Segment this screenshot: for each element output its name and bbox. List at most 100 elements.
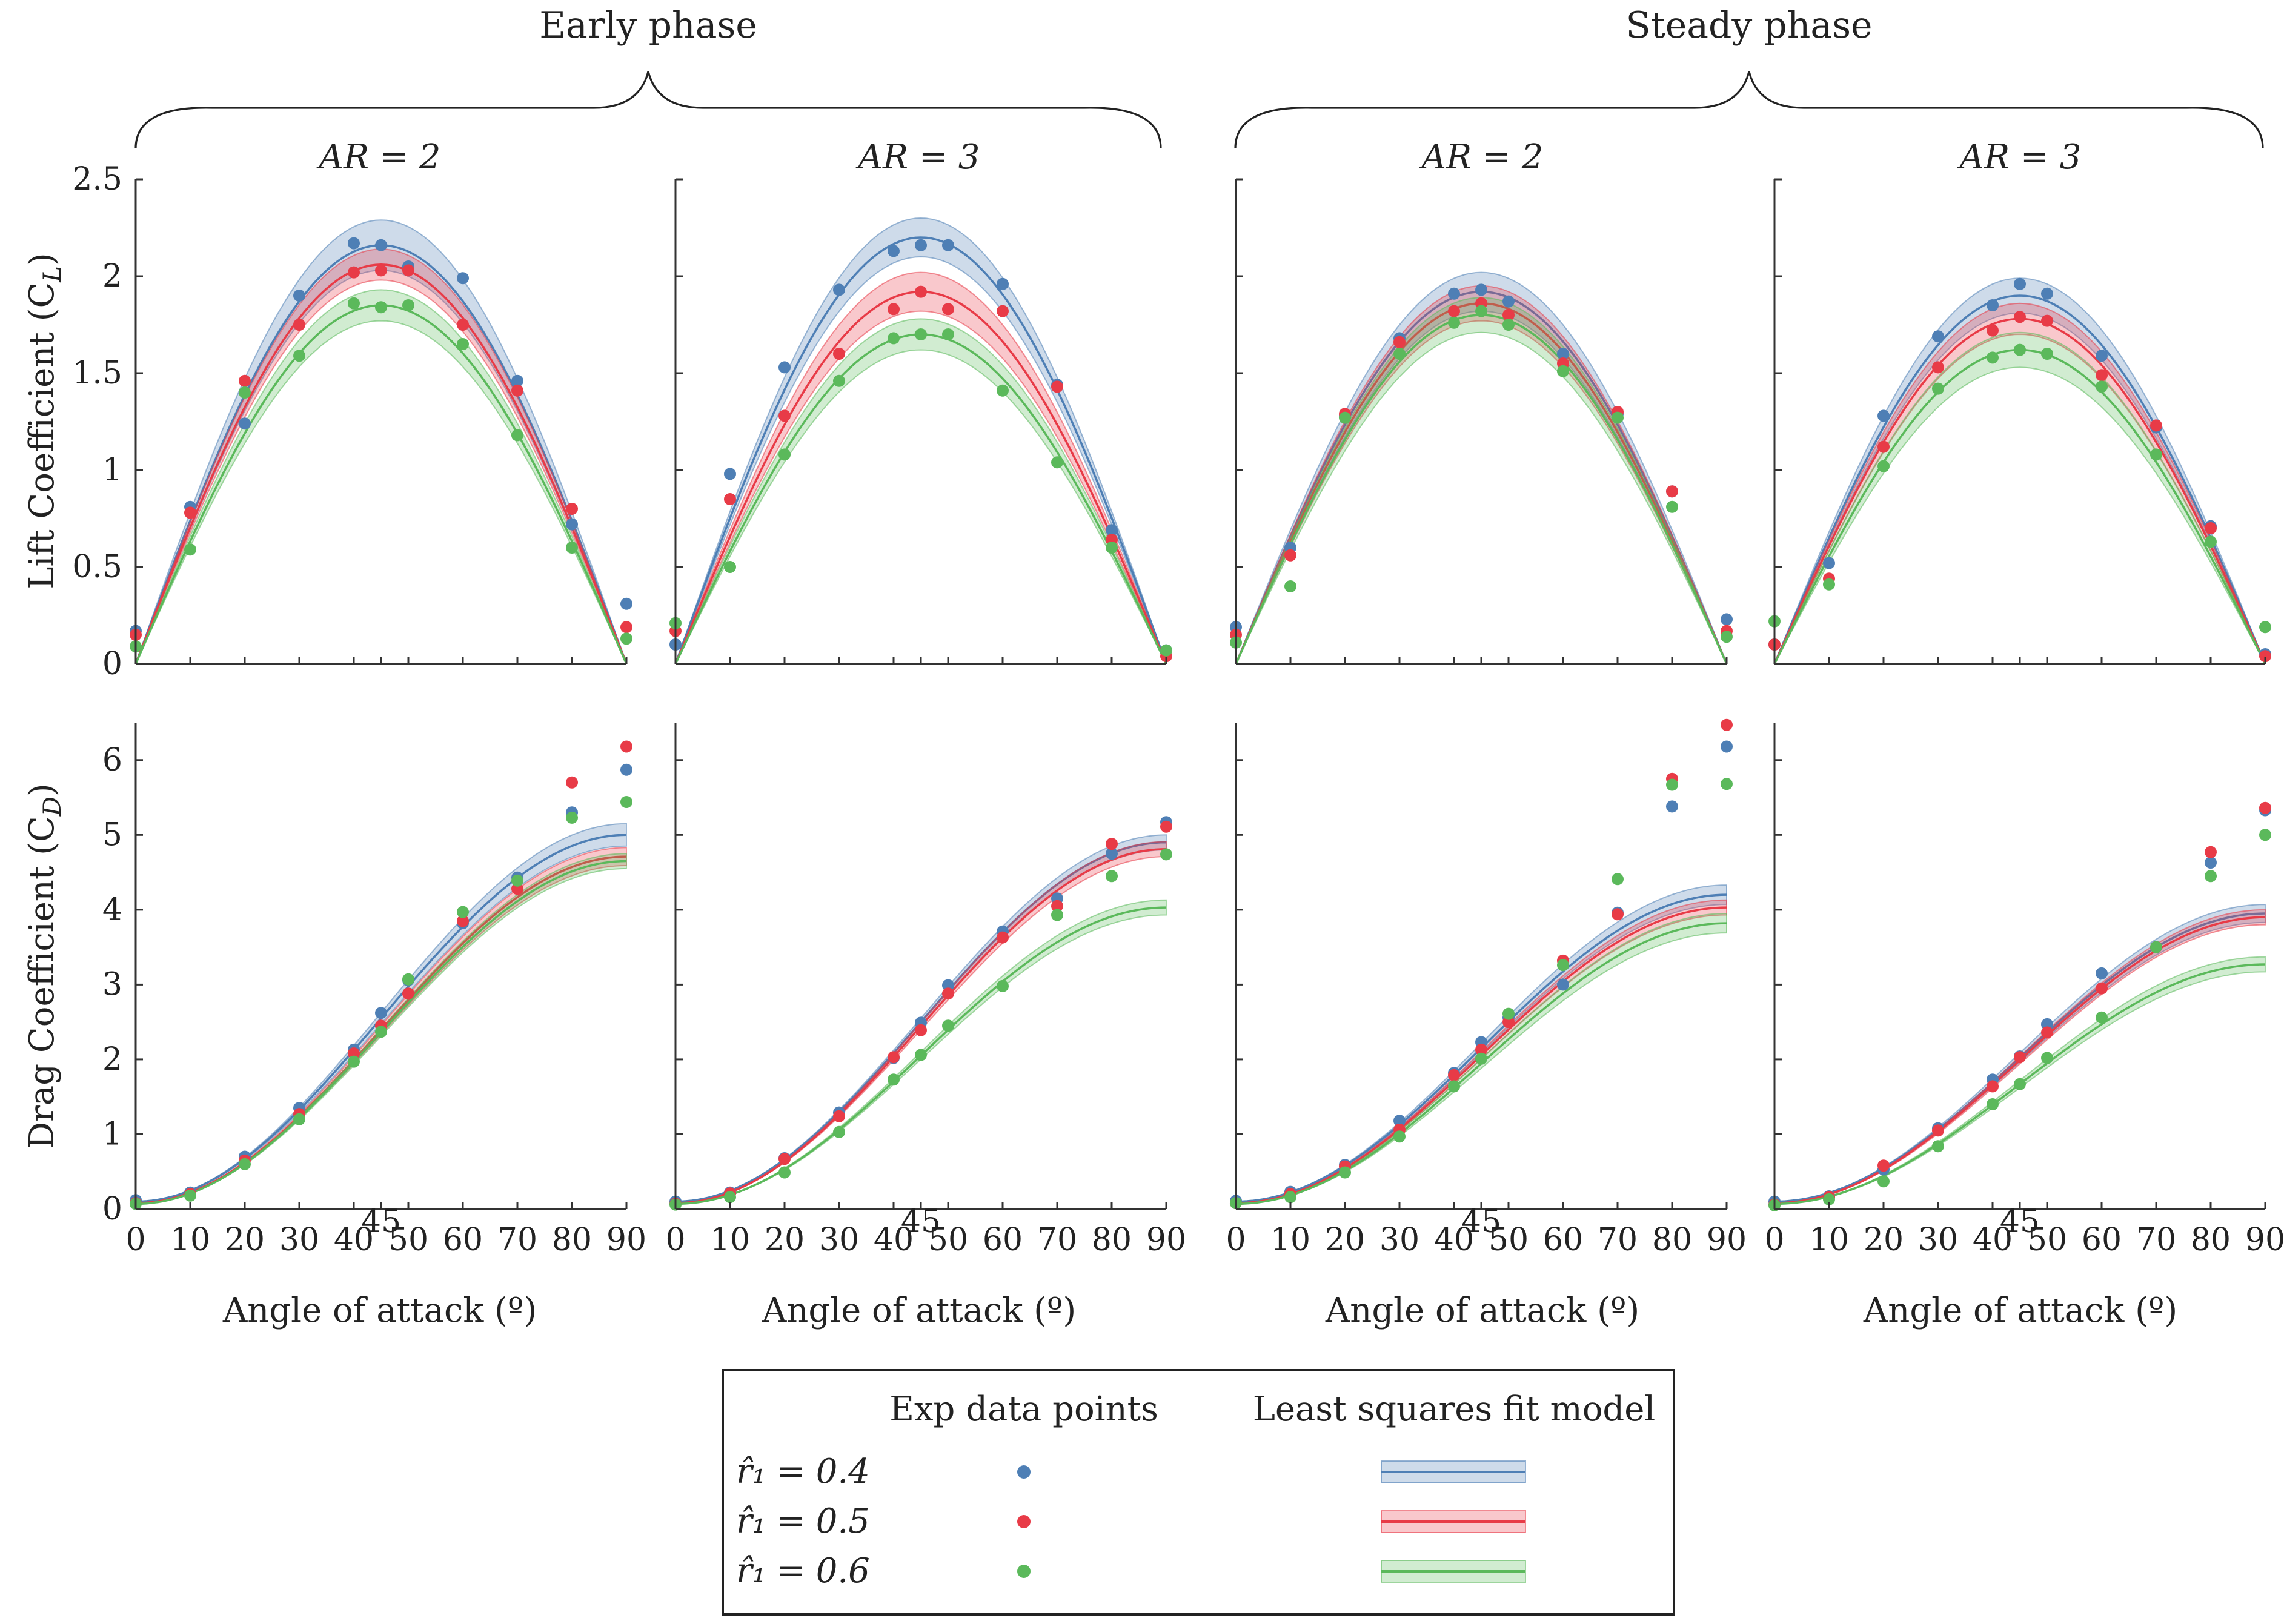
x-tick-label-drag-steady-ar3-2: 20 <box>1864 1222 1904 1258</box>
fit-line-lift-early-ar3-s0 <box>674 236 1167 665</box>
data-point-drag-steady-ar2-s2-p2 <box>1339 1166 1351 1179</box>
x-tick-label-drag-early-ar3-4: 40 <box>874 1222 914 1258</box>
y-tick-label-lift-early-ar2-2: 1 <box>102 452 122 488</box>
data-point-drag-early-ar2-s0-p5 <box>375 1007 387 1019</box>
x-tick-label-drag-steady-ar3-7: 60 <box>2082 1222 2122 1258</box>
data-point-lift-early-ar2-s2-p4 <box>348 297 360 310</box>
y-axis-label-lift: Lift Coefficient (CL) <box>22 253 67 589</box>
data-point-lift-steady-ar2-s2-p5 <box>1475 305 1487 317</box>
x-tick-label-drag-steady-ar2-2: 20 <box>1325 1222 1365 1258</box>
data-point-lift-early-ar2-s2-p3 <box>293 350 305 362</box>
x-tick-label-drag-early-ar2-3: 30 <box>279 1222 319 1258</box>
data-point-lift-steady-ar2-s0-p5 <box>1475 283 1487 296</box>
data-point-drag-early-ar3-s1-p6 <box>942 987 954 1000</box>
x-tick-label-drag-early-ar2-4: 40 <box>334 1222 374 1258</box>
x-tick-label-drag-early-ar3-7: 60 <box>983 1222 1023 1258</box>
data-point-lift-steady-ar2-s2-p4 <box>1448 316 1460 329</box>
data-point-lift-steady-ar3-s1-p5 <box>2014 311 2026 323</box>
data-point-drag-early-ar3-s0-p9 <box>1106 847 1118 860</box>
x-tick-label-drag-early-ar2-8: 70 <box>497 1222 537 1258</box>
data-point-lift-early-ar3-s0-p3 <box>833 283 845 296</box>
data-point-lift-early-ar3-s2-p9 <box>1106 542 1118 554</box>
data-point-drag-early-ar2-s2-p6 <box>402 973 414 986</box>
data-point-lift-early-ar3-s1-p5 <box>915 285 927 298</box>
phase-brace-early <box>134 71 1162 149</box>
data-point-lift-steady-ar2-s0-p7 <box>1557 348 1569 360</box>
phase-brace-steady <box>1234 71 2264 149</box>
data-point-lift-early-ar2-s2-p5 <box>375 301 387 314</box>
data-point-lift-steady-ar3-s2-p1 <box>1823 578 1835 591</box>
data-point-drag-early-ar3-s1-p8 <box>1051 900 1063 912</box>
data-point-lift-steady-ar2-s2-p8 <box>1612 411 1624 424</box>
x-tick-label-drag-steady-ar2-0: 0 <box>1226 1222 1246 1258</box>
data-point-drag-steady-ar2-s0-p9 <box>1666 800 1678 813</box>
data-point-drag-early-ar3-s1-p9 <box>1106 838 1118 850</box>
data-point-drag-steady-ar3-s2-p7 <box>2096 1011 2108 1024</box>
data-point-lift-early-ar2-s1-p7 <box>457 319 469 331</box>
y-tick-label-lift-early-ar2-4: 2 <box>102 258 122 294</box>
x-tick-label-drag-early-ar3-1: 10 <box>710 1222 750 1258</box>
data-point-lift-early-ar2-s0-p4 <box>348 237 360 250</box>
data-point-drag-early-ar2-s2-p5 <box>375 1026 387 1038</box>
x-axis-label-panel-2: Angle of attack (º) <box>762 1291 1076 1330</box>
data-point-lift-steady-ar3-s2-p3 <box>1932 382 1944 395</box>
data-point-lift-steady-ar3-s1-p9 <box>2205 522 2217 534</box>
data-point-lift-early-ar2-s2-p6 <box>402 299 414 311</box>
data-point-drag-steady-ar3-s2-p9 <box>2205 870 2217 883</box>
data-point-drag-steady-ar2-s1-p8 <box>1612 908 1624 921</box>
data-point-drag-steady-ar3-s1-p3 <box>1932 1124 1944 1137</box>
x-tick-label-drag-early-ar2-2: 20 <box>225 1222 265 1258</box>
data-point-drag-steady-ar2-s2-p7 <box>1557 959 1569 972</box>
data-point-lift-steady-ar3-s0-p5 <box>2014 277 2026 290</box>
data-point-lift-early-ar2-s2-p1 <box>184 543 196 556</box>
legend-marker-r04 <box>1017 1465 1031 1479</box>
fit-line-lift-steady-ar3-s0 <box>1773 294 2266 665</box>
x-tick-label-drag-steady-ar3-0: 0 <box>1764 1222 1784 1258</box>
panel-title-early-ar3: AR = 3 <box>855 138 980 177</box>
data-point-drag-steady-ar2-s0-p7 <box>1557 978 1569 991</box>
x-tick-label-drag-early-ar2-7: 60 <box>443 1222 483 1258</box>
fit-band-lift-early-ar2-s0 <box>135 219 627 665</box>
data-point-drag-steady-ar2-s2-p9 <box>1666 778 1678 791</box>
data-point-drag-early-ar3-s2-p10 <box>1160 848 1172 861</box>
x-tick-label-drag-early-ar2-1: 10 <box>170 1222 210 1258</box>
data-point-lift-early-ar2-s0-p8 <box>511 374 523 387</box>
data-point-lift-early-ar2-s0-p7 <box>457 272 469 285</box>
data-point-drag-early-ar2-s2-p2 <box>239 1158 251 1170</box>
legend-marker-r05 <box>1017 1515 1031 1528</box>
data-point-drag-steady-ar3-s0-p7 <box>2096 967 2108 979</box>
data-point-lift-steady-ar2-s2-p2 <box>1339 411 1351 424</box>
data-point-lift-early-ar2-s0-p2 <box>239 417 251 430</box>
legend-box <box>722 1369 1675 1616</box>
data-point-drag-early-ar3-s1-p4 <box>888 1051 900 1064</box>
data-point-drag-steady-ar2-s2-p6 <box>1502 1007 1515 1020</box>
x-tick-label-drag-early-ar3-9: 80 <box>1092 1222 1132 1258</box>
data-point-lift-early-ar3-s0-p2 <box>778 361 791 374</box>
data-point-drag-early-ar2-s1-p7 <box>457 915 469 927</box>
phase-title-early: Early phase <box>539 4 757 47</box>
data-point-lift-steady-ar2-s1-p9 <box>1666 485 1678 498</box>
data-point-lift-early-ar3-s0-p9 <box>1106 524 1118 537</box>
panel-lift-early-ar2: 0 0.5 1 1.5 2 2.5 <box>72 161 632 682</box>
data-point-lift-early-ar3-s1-p1 <box>724 493 736 505</box>
data-point-drag-steady-ar3-s2-p5 <box>2014 1078 2026 1090</box>
data-point-lift-steady-ar3-s0-p2 <box>1877 409 1890 422</box>
data-point-drag-steady-ar3-s1-p4 <box>1987 1080 1999 1093</box>
data-point-drag-steady-ar2-s1-p4 <box>1448 1069 1460 1081</box>
x-tick-label-drag-steady-ar2-9: 80 <box>1652 1222 1692 1258</box>
data-point-lift-early-ar3-s2-p7 <box>997 384 1009 397</box>
y-tick-label-drag-early-ar2-3: 3 <box>102 966 122 1003</box>
data-point-lift-early-ar2-s1-p5 <box>375 264 387 277</box>
data-point-lift-early-ar2-s1-p6 <box>402 264 414 277</box>
data-point-drag-steady-ar3-s1-p7 <box>2096 982 2108 995</box>
panel-lift-steady-ar3 <box>1768 178 2271 665</box>
legend: Exp data points Least squares fit model … <box>722 1369 1675 1616</box>
data-point-drag-early-ar2-s2-p7 <box>457 906 469 918</box>
data-point-lift-steady-ar3-s1-p6 <box>2041 314 2053 327</box>
data-point-drag-early-ar2-s0-p10 <box>620 763 632 776</box>
data-point-drag-steady-ar3-s1-p2 <box>1877 1159 1890 1172</box>
x-tick-label-drag-early-ar3-5: 45 <box>901 1204 941 1240</box>
x-tick-label-drag-steady-ar2-3: 30 <box>1379 1222 1419 1258</box>
